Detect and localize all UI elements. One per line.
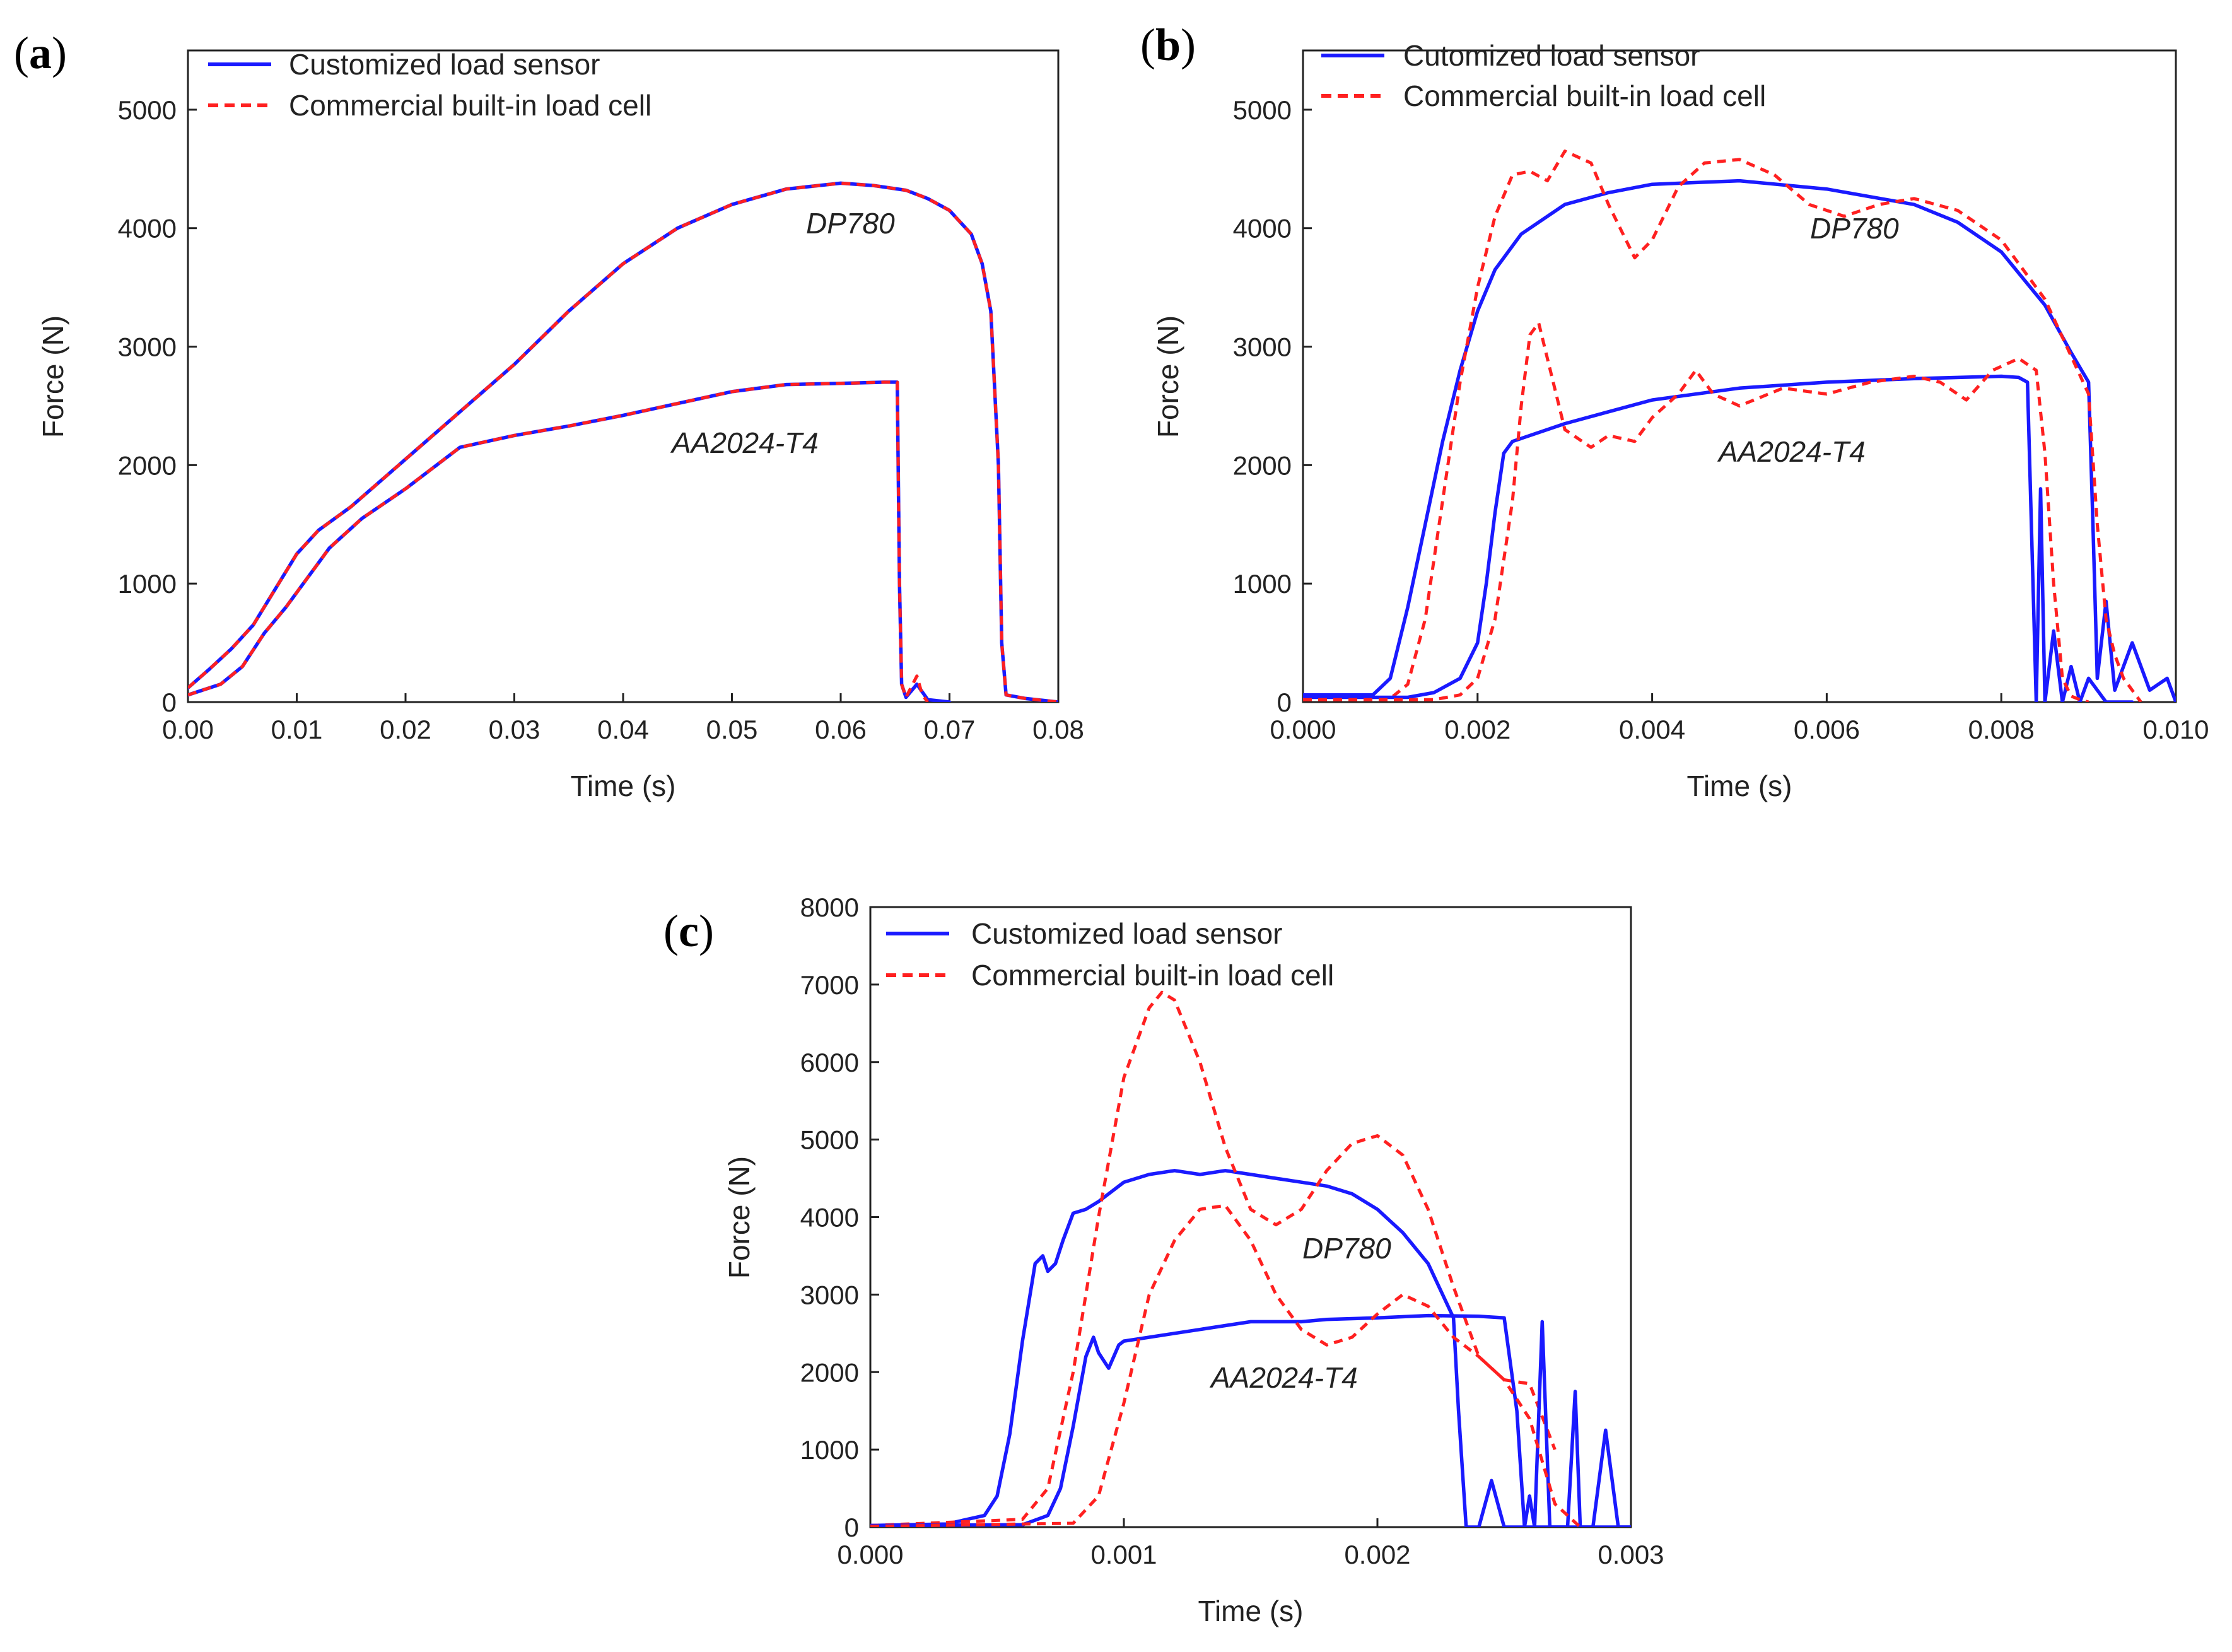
panel-c-series-line-2 — [870, 1313, 1631, 1527]
panel-c-y-tick-label: 6000 — [800, 1048, 859, 1077]
panel-a-x-tick-label: 0.00 — [162, 715, 214, 744]
panel-c-y-ticks: 0 1000 2000 3000 4000 5000 6000 7000 8000 — [800, 893, 879, 1542]
panel-c-y-tick-label: 7000 — [800, 970, 859, 1000]
panel-b-series-line-3 — [1303, 321, 2089, 702]
panel-c-x-tick-label: 0.001 — [1090, 1540, 1157, 1569]
panel-a-x-axis-title: Time (s) — [571, 770, 676, 802]
panel-b-y-tick-label: 3000 — [1233, 332, 1292, 362]
panel-a-x-tick-label: 0.01 — [271, 715, 323, 744]
panel-a-legend-label-commercial: Commercial built-in load cell — [289, 89, 651, 122]
panel-a-x-tick-label: 0.02 — [380, 715, 431, 744]
panel-b-legend-label-commercial: Commercial built-in load cell — [1403, 79, 1766, 112]
panel-b-y-tick-label: 5000 — [1233, 95, 1292, 125]
panel-a-y-tick-label: 3000 — [118, 332, 177, 362]
panel-a: (a) 0.00 0.01 0.02 0.03 0.04 0.05 0.06 0.07 0.08… — [14, 28, 1084, 802]
panel-a-x-tick-label: 0.08 — [1032, 715, 1084, 744]
panel-b-x-tick-label: 0.010 — [2142, 715, 2209, 744]
panel-b-y-tick-label: 4000 — [1233, 214, 1292, 243]
panel-c-y-tick-label: 8000 — [800, 893, 859, 922]
panel-b: (b) 0.000 0.002 0.004 0.006 0.008 0.010 0 1000… — [1140, 20, 2209, 802]
panel-b-x-tick-label: 0.004 — [1619, 715, 1685, 744]
panel-a-y-tick-label: 1000 — [118, 569, 177, 599]
panel-a-frame — [187, 49, 1060, 703]
panel-c-x-ticks: 0.000 0.001 0.002 0.003 — [837, 1518, 1664, 1569]
panel-b-letter: (b) — [1140, 20, 1196, 70]
panel-a-annotation-dp780: DP780 — [806, 207, 895, 240]
panel-b-annotation-dp780: DP780 — [1810, 212, 1899, 245]
panel-c-annotation-dp780: DP780 — [1302, 1232, 1391, 1265]
panel-c: (c) 0.000 0.001 0.002 0.003 0 1000 2000 3000 40… — [663, 893, 1664, 1627]
panel-a-y-tick-label: 5000 — [118, 95, 177, 125]
panel-b-x-tick-label: 0.006 — [1794, 715, 1860, 744]
panel-a-series-line-2 — [188, 380, 952, 702]
panel-a-x-tick-label: 0.03 — [489, 715, 540, 744]
panel-c-y-tick-label: 0 — [844, 1513, 859, 1542]
panel-b-y-ticks: 0 1000 2000 3000 4000 5000 — [1233, 95, 1312, 717]
panel-a-x-tick-label: 0.05 — [706, 715, 758, 744]
panel-a-series-line-3 — [188, 380, 929, 702]
panel-b-y-axis-title: Force (N) — [1152, 315, 1184, 438]
panel-c-x-tick-label: 0.000 — [837, 1540, 903, 1569]
panel-c-legend: Customized load sensor Commercial built-… — [886, 917, 1334, 992]
panel-c-legend-label-commercial: Commercial built-in load cell — [971, 959, 1334, 992]
panel-a-series-line-1 — [188, 181, 1058, 702]
panel-a-legend-label-customized: Customized load sensor — [289, 48, 600, 81]
panel-b-annotation-aa2024: AA2024-T4 — [1717, 435, 1866, 468]
panel-b-x-tick-label: 0.000 — [1270, 715, 1336, 744]
panel-a-y-tick-label: 4000 — [118, 214, 177, 243]
panel-c-x-tick-label: 0.003 — [1598, 1540, 1664, 1569]
panel-c-y-tick-label: 1000 — [800, 1435, 859, 1465]
panel-c-y-tick-label: 5000 — [800, 1125, 859, 1155]
panel-b-x-ticks: 0.000 0.002 0.004 0.006 0.008 0.010 — [1270, 693, 2209, 744]
panel-c-series-line-3 — [870, 1204, 1582, 1527]
panel-b-y-tick-label: 2000 — [1233, 450, 1292, 480]
panel-c-y-axis-title: Force (N) — [723, 1156, 756, 1279]
panel-c-x-axis-title: Time (s) — [1198, 1595, 1304, 1627]
panel-a-series — [188, 181, 1058, 702]
panel-c-annotation-aa2024: AA2024-T4 — [1209, 1361, 1358, 1394]
panel-a-y-tick-label: 0 — [162, 688, 177, 717]
panel-a-letter: (a) — [14, 28, 67, 78]
panel-c-y-tick-label: 4000 — [800, 1203, 859, 1233]
panel-a-series-line-0 — [188, 181, 1058, 702]
panel-b-legend: Cutomized load sensor Commercial built-i… — [1321, 39, 1766, 112]
panel-a-x-tick-label: 0.07 — [924, 715, 976, 744]
panel-b-y-tick-label: 1000 — [1233, 569, 1292, 599]
panel-b-series-line-2 — [1303, 374, 2134, 702]
panel-b-x-tick-label: 0.008 — [1968, 715, 2035, 744]
panel-c-letter: (c) — [663, 906, 714, 956]
panel-a-x-tick-label: 0.06 — [815, 715, 867, 744]
panel-c-y-tick-label: 3000 — [800, 1280, 859, 1309]
panel-b-series-line-1 — [1303, 149, 2142, 702]
panel-a-y-ticks: 0 1000 2000 3000 4000 5000 — [118, 95, 197, 717]
panel-c-legend-label-customized: Customized load sensor — [971, 917, 1282, 950]
panel-b-x-tick-label: 0.002 — [1444, 715, 1510, 744]
panel-a-annotation-aa2024: AA2024-T4 — [670, 426, 819, 459]
panel-b-legend-label-customized: Cutomized load sensor — [1403, 39, 1700, 72]
panel-b-series — [1303, 149, 2176, 702]
panel-a-y-tick-label: 2000 — [118, 450, 177, 480]
panel-b-frame — [1302, 49, 2177, 703]
panel-b-x-axis-title: Time (s) — [1687, 770, 1792, 802]
panel-a-x-tick-label: 0.04 — [597, 715, 649, 744]
panel-c-series — [870, 990, 1631, 1527]
panel-c-y-tick-label: 2000 — [800, 1357, 859, 1387]
panel-c-series-line-0 — [870, 1169, 1631, 1527]
panel-a-legend: Customized load sensor Commercial built-… — [208, 48, 651, 122]
panel-b-y-tick-label: 0 — [1277, 688, 1292, 717]
panel-c-series-line-1 — [870, 990, 1557, 1527]
panel-c-x-tick-label: 0.002 — [1344, 1540, 1410, 1569]
panel-a-x-ticks: 0.00 0.01 0.02 0.03 0.04 0.05 0.06 0.07 0.08 — [162, 693, 1084, 744]
panel-a-y-axis-title: Force (N) — [37, 315, 69, 438]
